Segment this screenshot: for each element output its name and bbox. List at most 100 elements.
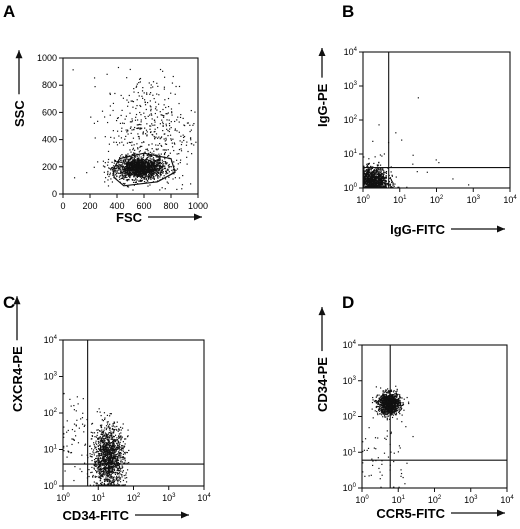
data-point	[107, 475, 109, 477]
data-point	[373, 182, 375, 184]
data-point	[97, 432, 99, 434]
data-point	[140, 179, 142, 181]
data-point	[137, 164, 139, 167]
data-point	[141, 90, 144, 92]
data-point	[121, 153, 123, 156]
data-point	[111, 447, 113, 449]
data-point	[97, 457, 99, 459]
data-point	[386, 183, 388, 186]
data-point	[365, 174, 367, 176]
data-point	[130, 161, 132, 164]
data-point	[155, 133, 158, 135]
data-point	[113, 453, 115, 455]
data-point	[182, 136, 185, 139]
data-point	[105, 479, 107, 481]
data-point	[100, 449, 102, 451]
data-point	[140, 162, 142, 165]
data-point	[102, 476, 104, 478]
data-point	[114, 465, 116, 467]
data-point	[139, 165, 141, 167]
data-point	[156, 160, 158, 162]
data-point	[369, 184, 371, 186]
data-point	[140, 177, 143, 179]
data-point	[373, 174, 375, 176]
data-point	[149, 155, 151, 158]
data-point	[128, 170, 130, 172]
data-point	[114, 473, 117, 475]
data-point	[112, 435, 114, 437]
data-point	[381, 176, 383, 178]
data-point	[112, 428, 114, 431]
data-point	[118, 477, 120, 479]
data-point	[193, 144, 195, 146]
data-point	[155, 165, 157, 167]
data-point	[101, 460, 103, 462]
data-point	[143, 178, 145, 180]
data-point	[117, 480, 119, 482]
data-point	[147, 172, 149, 174]
data-point	[112, 472, 115, 474]
data-point	[96, 450, 98, 452]
data-point	[89, 455, 91, 457]
data-point	[132, 165, 134, 167]
data-point	[156, 163, 158, 166]
data-point	[144, 173, 147, 175]
data-point	[371, 171, 373, 173]
data-point	[111, 472, 113, 474]
data-point	[149, 177, 151, 179]
data-point	[367, 169, 369, 172]
data-point	[98, 453, 101, 455]
data-point	[135, 179, 137, 181]
data-point	[108, 426, 110, 428]
data-point	[165, 139, 167, 141]
data-point	[155, 160, 157, 162]
data-point	[110, 435, 112, 437]
y-tick-label: 100	[344, 183, 358, 193]
data-point	[144, 161, 146, 164]
data-point	[163, 138, 165, 140]
data-point	[124, 477, 126, 479]
data-point	[149, 128, 151, 130]
data-point	[111, 450, 114, 452]
data-point	[128, 175, 130, 177]
data-point	[142, 161, 144, 163]
data-point	[159, 189, 161, 191]
data-point	[149, 174, 151, 176]
data-point	[157, 170, 159, 172]
data-point	[93, 467, 95, 469]
data-point	[366, 165, 368, 167]
data-point	[138, 173, 140, 176]
data-point	[382, 180, 384, 182]
data-point	[375, 174, 377, 176]
data-point	[109, 450, 111, 452]
data-point	[178, 153, 180, 155]
data-point	[141, 142, 143, 144]
data-point	[165, 106, 167, 109]
data-point	[82, 398, 84, 400]
data-point	[93, 468, 96, 470]
data-point	[107, 443, 110, 445]
data-point	[97, 438, 99, 440]
x-tick-label: 101	[92, 493, 106, 503]
data-point	[139, 81, 141, 83]
data-point	[103, 457, 105, 459]
data-point	[143, 92, 145, 94]
data-point	[134, 152, 136, 154]
data-point	[388, 391, 391, 393]
x-axis-label: FSC	[116, 210, 143, 225]
data-point	[111, 453, 113, 455]
data-point	[91, 448, 93, 450]
data-point	[365, 182, 367, 185]
data-point	[93, 464, 95, 466]
data-point	[379, 180, 381, 182]
data-point	[166, 162, 168, 165]
data-point	[110, 470, 112, 473]
data-point	[98, 472, 100, 474]
data-point	[159, 111, 161, 113]
data-point	[113, 476, 115, 478]
data-point	[367, 176, 369, 178]
data-point	[130, 165, 132, 168]
panel-a: A0 200 400 600 800 100002004006008001000FSCSS…	[3, 2, 208, 225]
data-points	[72, 66, 197, 191]
